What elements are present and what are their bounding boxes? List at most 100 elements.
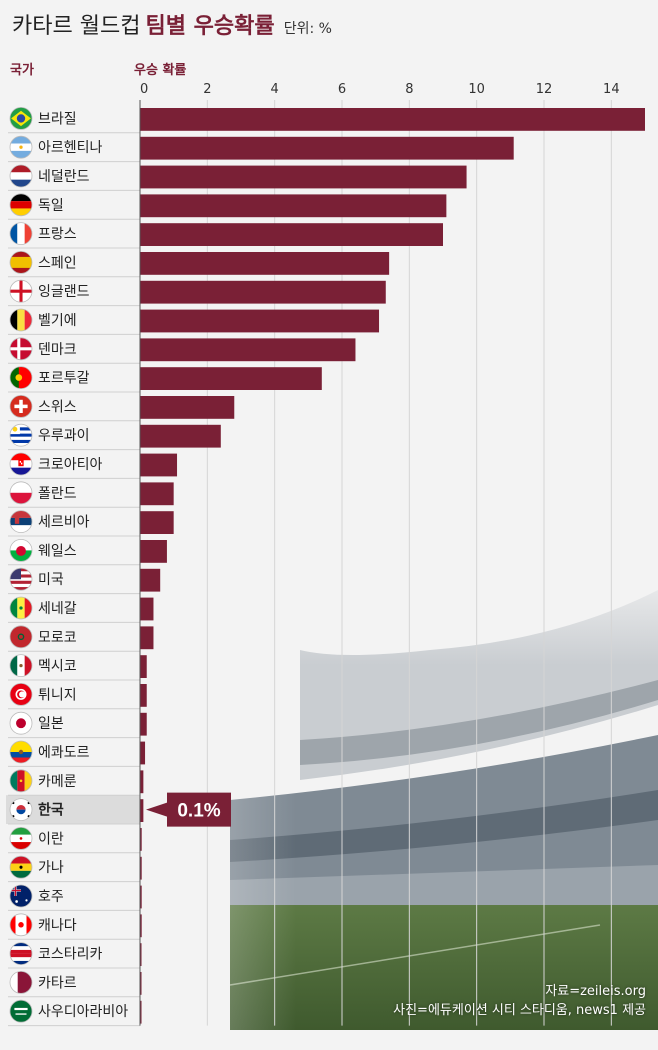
country-label: 잉글랜드	[38, 284, 90, 300]
bar	[140, 914, 142, 938]
tunisia-flag-icon	[10, 683, 32, 706]
denmark-flag-ring	[9, 337, 33, 361]
usa-flag-icon	[10, 568, 32, 591]
belgium-flag-ring	[9, 308, 33, 332]
denmark-flag-icon	[10, 337, 32, 360]
country-label: 세르비아	[38, 515, 90, 531]
tick-label: 8	[405, 82, 413, 97]
saudi-arabia-flag-icon	[10, 1000, 32, 1023]
country-label: 에콰도르	[38, 745, 90, 761]
bar	[140, 856, 142, 880]
ghana-flag-icon	[10, 856, 32, 879]
country-label: 모로코	[38, 630, 77, 646]
country-label: 캐나다	[38, 918, 77, 934]
cameroon-flag-icon	[10, 769, 32, 792]
source-credit: 자료=zeileis.org 사진=에듀케이션 시티 스타디움, news1 제…	[393, 982, 646, 1020]
england-flag-icon	[10, 280, 32, 303]
qatar-flag-ring	[9, 971, 33, 994]
croatia-flag-ring	[9, 452, 33, 476]
tick-label: 14	[603, 82, 620, 97]
germany-flag-ring	[9, 193, 33, 217]
bar	[140, 424, 221, 448]
tick-label: 4	[271, 82, 279, 97]
country-label: 사우디아라비아	[38, 1004, 128, 1020]
wales-flag-icon	[10, 539, 32, 562]
callout-label: 0.1%	[177, 801, 220, 822]
iran-flag-icon	[10, 827, 32, 850]
brazil-flag-ring	[9, 107, 33, 130]
country-label: 호주	[38, 889, 64, 905]
senegal-flag-icon	[10, 597, 32, 619]
bar	[140, 252, 390, 275]
bar	[140, 972, 142, 995]
germany-flag-icon	[10, 193, 32, 216]
iran-flag-ring	[9, 827, 33, 850]
poland-flag-ring	[9, 481, 33, 505]
bar	[140, 482, 174, 506]
france-flag-ring	[9, 222, 33, 246]
england-flag-ring	[9, 279, 33, 303]
bar	[140, 338, 356, 362]
country-label: 우루과이	[38, 428, 90, 444]
costa-rica-flag-icon	[10, 942, 32, 965]
bar	[140, 799, 144, 822]
bar	[140, 828, 142, 851]
netherlands-flag-ring	[9, 164, 33, 188]
bar	[140, 626, 154, 650]
argentina-flag-icon	[10, 136, 32, 159]
portugal-flag-icon	[10, 366, 32, 389]
bar	[140, 1000, 142, 1024]
costa-rica-flag-ring	[9, 942, 33, 965]
bar	[140, 684, 147, 707]
country-label: 일본	[38, 716, 64, 732]
country-label: 덴마크	[38, 342, 77, 358]
bar	[140, 511, 174, 534]
brazil-flag-icon	[10, 107, 32, 130]
tick-label: 12	[536, 82, 553, 97]
australia-flag-icon	[10, 885, 32, 907]
argentina-flag-ring	[9, 135, 33, 159]
bar	[140, 108, 645, 131]
country-label: 튀니지	[38, 687, 77, 703]
probability-column-header: 우승 확률	[134, 63, 187, 78]
title-highlight: 팀별 우승확률	[145, 14, 275, 39]
uruguay-flag-ring	[9, 423, 33, 447]
mexico-flag-ring	[9, 654, 33, 677]
bar	[140, 943, 142, 966]
unit-label: 단위: %	[283, 21, 332, 37]
bar	[140, 165, 467, 189]
bar	[140, 453, 178, 477]
title-main: 카타르 월드컵	[12, 14, 141, 39]
morocco-flag-ring	[9, 625, 33, 649]
source-text: 자료=zeileis.org	[545, 984, 646, 999]
japan-flag-icon	[10, 712, 32, 735]
bar	[140, 367, 322, 390]
bar	[140, 568, 161, 592]
belgium-flag-icon	[10, 309, 32, 331]
bar	[140, 136, 514, 160]
callout-box	[146, 792, 231, 827]
usa-flag-ring	[9, 567, 33, 591]
canada-flag-ring	[9, 913, 33, 937]
bar	[140, 223, 443, 246]
france-flag-icon	[10, 222, 32, 245]
country-column-header: 국가	[10, 63, 34, 78]
country-label: 세네갈	[38, 601, 77, 617]
mexico-flag-icon	[10, 654, 32, 677]
poland-flag-icon	[10, 481, 32, 504]
bar	[140, 597, 154, 621]
bar	[140, 770, 144, 794]
country-label: 크로아티아	[38, 457, 103, 473]
uruguay-flag-icon	[10, 424, 32, 447]
tick-label: 2	[203, 82, 211, 97]
country-label: 아르헨티나	[38, 140, 103, 156]
country-label: 코스타리카	[38, 947, 103, 963]
country-label: 스페인	[38, 255, 77, 271]
country-label: 한국	[38, 803, 64, 819]
country-label: 카타르	[38, 975, 77, 991]
spain-flag-ring	[9, 250, 33, 274]
photo-credit-text: 사진=에듀케이션 시티 스타디움, news1 제공	[393, 1003, 646, 1018]
country-label: 폴란드	[38, 486, 77, 502]
country-label: 미국	[38, 572, 64, 588]
